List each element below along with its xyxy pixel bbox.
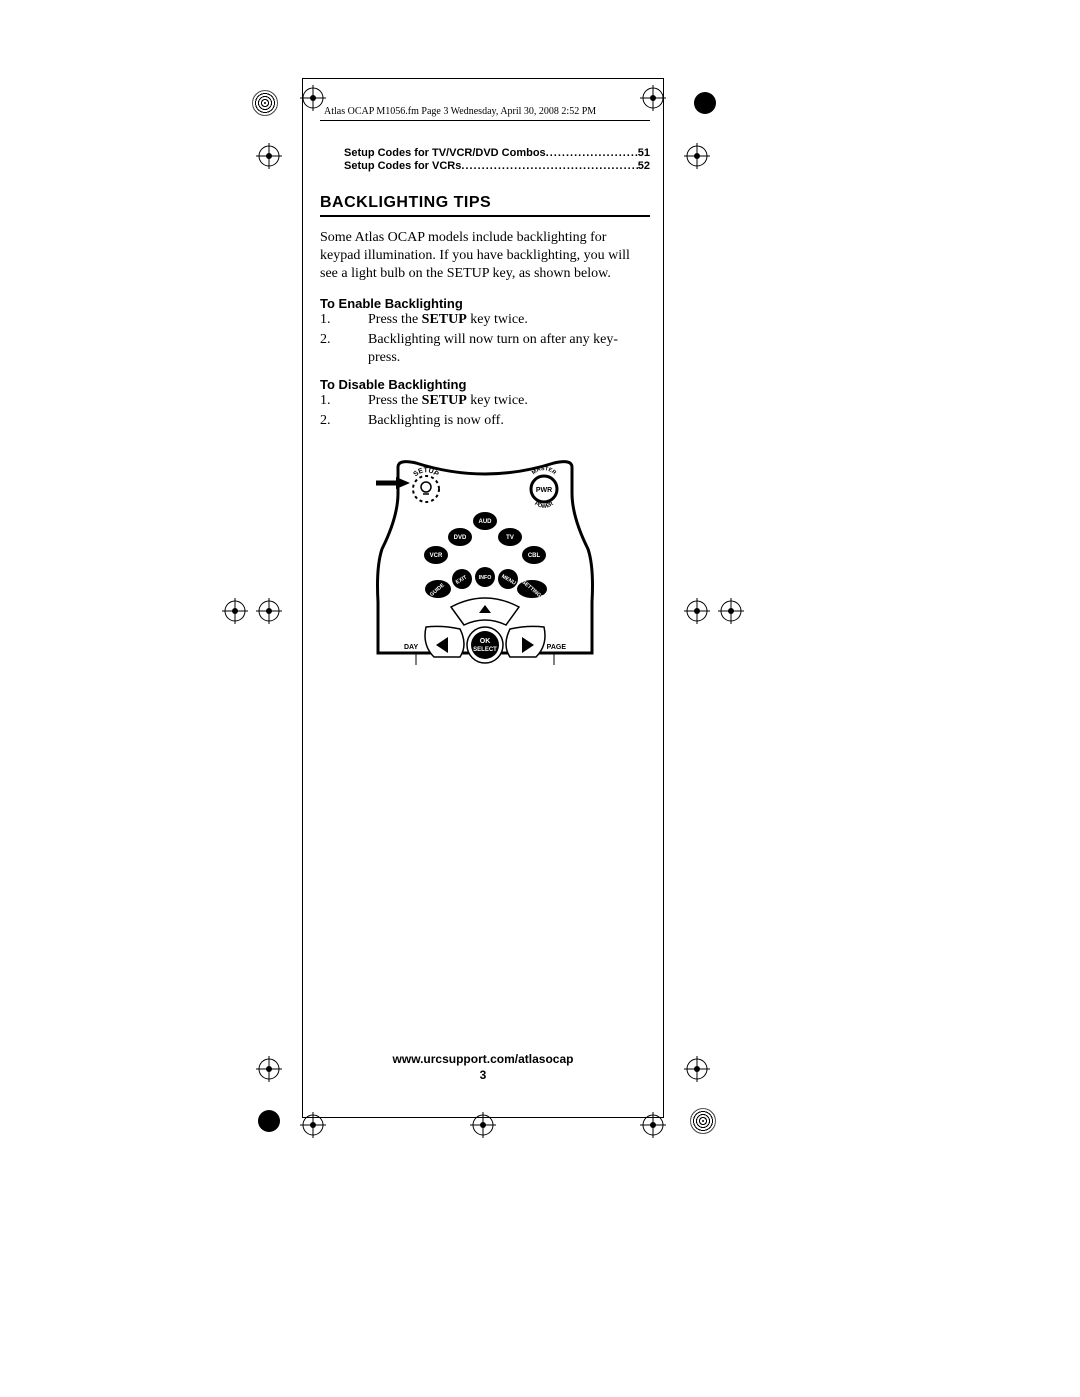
crop-mark-icon xyxy=(300,1112,326,1138)
step-pre: Press the xyxy=(368,393,422,408)
svg-text:PAGE: PAGE xyxy=(547,644,567,651)
step-pre: Backlighting will now turn on after any … xyxy=(368,332,618,365)
step-bold: SETUP xyxy=(422,312,467,327)
page-content: Atlas OCAP M1056.fm Page 3 Wednesday, Ap… xyxy=(320,100,650,687)
toc-row: Setup Codes for VCRs 52 xyxy=(344,160,650,172)
step-bold: SETUP xyxy=(422,393,467,408)
disable-step-2: 2. Backlighting is now off. xyxy=(320,412,650,430)
enable-step-2: 2. Backlighting will now turn on after a… xyxy=(320,331,650,367)
crop-mark-icon xyxy=(252,90,278,116)
crop-mark-icon xyxy=(470,1112,496,1138)
toc-dots xyxy=(461,160,637,172)
step-number: 1. xyxy=(320,392,368,410)
svg-text:TV: TV xyxy=(506,535,514,541)
step-number: 2. xyxy=(320,412,368,430)
remote-illustration: SETUP PWR MASTER POWER AUD DVD TV VCR CB… xyxy=(320,457,650,687)
svg-text:CBL: CBL xyxy=(528,553,541,559)
toc-label: Setup Codes for VCRs xyxy=(344,160,461,172)
step-text: Backlighting will now turn on after any … xyxy=(368,331,650,367)
crop-mark-icon xyxy=(718,598,744,624)
step-pre: Press the xyxy=(368,312,422,327)
crop-mark-icon xyxy=(690,1108,716,1134)
disable-subhead: To Disable Backlighting xyxy=(320,377,650,392)
step-text: Press the SETUP key twice. xyxy=(368,392,650,410)
page-number: 3 xyxy=(302,1068,664,1082)
enable-subhead: To Enable Backlighting xyxy=(320,296,650,311)
step-post: key twice. xyxy=(467,312,528,327)
crop-mark-icon xyxy=(222,598,248,624)
crop-mark-icon xyxy=(640,1112,666,1138)
footer-url: www.urcsupport.com/atlasocap xyxy=(302,1052,664,1066)
crop-mark-icon xyxy=(256,1056,282,1082)
crop-mark-icon xyxy=(258,1110,280,1132)
step-text: Backlighting is now off. xyxy=(368,412,650,430)
toc-label: Setup Codes for TV/VCR/DVD Combos xyxy=(344,147,546,159)
step-text: Press the SETUP key twice. xyxy=(368,311,650,329)
remote-svg: SETUP PWR MASTER POWER AUD DVD TV VCR CB… xyxy=(376,457,594,687)
svg-text:VCR: VCR xyxy=(430,553,443,559)
toc-dots xyxy=(546,147,638,159)
toc: Setup Codes for TV/VCR/DVD Combos 51 Set… xyxy=(344,147,650,172)
step-pre: Backlighting is now off. xyxy=(368,413,504,428)
svg-text:AUD: AUD xyxy=(479,519,493,525)
step-number: 2. xyxy=(320,331,368,367)
toc-page: 52 xyxy=(638,160,650,172)
svg-text:INFO: INFO xyxy=(479,575,492,581)
toc-page: 51 xyxy=(638,147,650,159)
svg-text:PWR: PWR xyxy=(536,487,552,494)
page-header-meta: Atlas OCAP M1056.fm Page 3 Wednesday, Ap… xyxy=(320,100,650,121)
intro-paragraph: Some Atlas OCAP models include backlight… xyxy=(320,229,650,284)
step-number: 1. xyxy=(320,311,368,329)
svg-text:DVD: DVD xyxy=(454,535,467,541)
crop-mark-icon xyxy=(684,598,710,624)
crop-mark-icon xyxy=(684,1056,710,1082)
disable-step-1: 1. Press the SETUP key twice. xyxy=(320,392,650,410)
footer: www.urcsupport.com/atlasocap 3 xyxy=(302,1052,664,1082)
enable-step-1: 1. Press the SETUP key twice. xyxy=(320,311,650,329)
svg-text:OK: OK xyxy=(480,638,491,645)
crop-mark-icon xyxy=(684,143,710,169)
svg-text:DAY: DAY xyxy=(404,644,418,651)
crop-mark-icon xyxy=(256,598,282,624)
crop-mark-icon xyxy=(256,143,282,169)
svg-text:SELECT: SELECT xyxy=(473,647,497,653)
toc-row: Setup Codes for TV/VCR/DVD Combos 51 xyxy=(344,147,650,159)
crop-mark-icon xyxy=(694,92,716,114)
step-post: key twice. xyxy=(467,393,528,408)
section-heading: BACKLIGHTING TIPS xyxy=(320,194,650,217)
